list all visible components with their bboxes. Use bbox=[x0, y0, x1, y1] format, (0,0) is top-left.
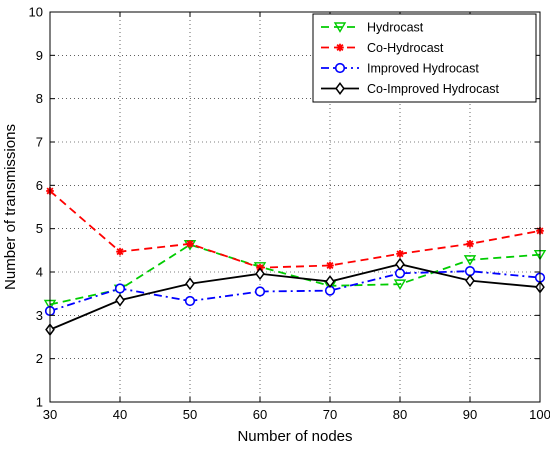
asterisk-stroke bbox=[396, 250, 404, 258]
data-point-triangle bbox=[333, 22, 347, 33]
ticks: 30 40 50 60 70 80 90 100 1 2 3 4 5 6 7 8 9 10 bbox=[29, 5, 550, 423]
y-tick-label: 9 bbox=[36, 48, 43, 63]
data-point-diamond bbox=[185, 277, 195, 291]
data-point-asterisk bbox=[396, 250, 404, 258]
series-co-hydrocast bbox=[46, 187, 544, 272]
y-tick-label: 4 bbox=[36, 265, 43, 280]
series-layer bbox=[43, 187, 547, 337]
data-point-asterisk bbox=[116, 247, 124, 256]
x-tick-label: 60 bbox=[253, 407, 267, 422]
y-tick-label: 6 bbox=[36, 178, 43, 193]
legend: Hydrocast Co-Hydrocast Improved Hydrocast C… bbox=[312, 13, 537, 103]
legend-label: Co-Hydrocast bbox=[367, 41, 444, 55]
x-tick-label: 30 bbox=[43, 407, 57, 422]
data-point-circle bbox=[114, 283, 126, 294]
data-point-asterisk bbox=[326, 261, 334, 270]
series-line bbox=[49, 190, 541, 269]
asterisk-stroke bbox=[336, 44, 344, 51]
asterisk-stroke bbox=[326, 262, 334, 269]
data-point-diamond bbox=[395, 257, 405, 271]
x-tick-label: 40 bbox=[113, 407, 127, 422]
legend-item: Hydrocast bbox=[321, 21, 424, 35]
series-line bbox=[49, 270, 541, 312]
y-tick-label: 2 bbox=[36, 351, 43, 366]
y-tick-label: 3 bbox=[36, 308, 43, 323]
data-point-diamond bbox=[115, 293, 125, 307]
legend-item: Improved Hydrocast bbox=[321, 62, 479, 76]
x-tick-label: 50 bbox=[183, 407, 197, 422]
series-improved-hydrocast bbox=[44, 266, 546, 317]
data-point-asterisk bbox=[336, 43, 344, 52]
data-point-circle bbox=[334, 62, 346, 74]
y-tick-label: 1 bbox=[36, 395, 43, 410]
legend-item: Co-Hydrocast bbox=[321, 41, 444, 55]
data-point-circle bbox=[184, 295, 196, 307]
legend-label: Co-Improved Hydrocast bbox=[367, 82, 500, 96]
x-tick-label: 70 bbox=[323, 407, 337, 422]
legend-label: Improved Hydrocast bbox=[367, 62, 479, 76]
legend-box bbox=[312, 13, 537, 103]
asterisk-stroke bbox=[116, 248, 124, 256]
x-tick-label: 90 bbox=[463, 407, 477, 422]
data-point-diamond bbox=[465, 274, 475, 288]
data-point-diamond bbox=[325, 275, 335, 288]
x-tick-label: 100 bbox=[529, 407, 550, 422]
y-tick-label: 5 bbox=[36, 221, 43, 236]
legend-item: Co-Improved Hydrocast bbox=[321, 82, 500, 96]
data-point-circle bbox=[464, 266, 476, 277]
asterisk-stroke bbox=[466, 240, 474, 248]
x-axis-label: Number of nodes bbox=[237, 428, 352, 445]
legend-label: Hydrocast bbox=[367, 21, 424, 35]
y-tick-label: 7 bbox=[36, 135, 43, 150]
y-tick-label: 10 bbox=[29, 5, 43, 20]
data-point-triangle bbox=[463, 255, 477, 266]
data-point-diamond bbox=[335, 82, 345, 95]
data-point-diamond bbox=[255, 267, 265, 281]
x-tick-label: 80 bbox=[393, 407, 407, 422]
series-line bbox=[49, 243, 541, 306]
y-tick-label: 8 bbox=[36, 91, 43, 106]
data-point-triangle bbox=[393, 279, 407, 291]
asterisk-stroke bbox=[186, 240, 194, 248]
plot-frame bbox=[49, 11, 541, 403]
data-point-circle bbox=[254, 286, 266, 297]
series-line bbox=[49, 263, 541, 331]
data-point-asterisk bbox=[466, 240, 474, 248]
y-axis-label: Number of transmissions bbox=[2, 124, 19, 290]
data-point-asterisk bbox=[186, 240, 194, 248]
